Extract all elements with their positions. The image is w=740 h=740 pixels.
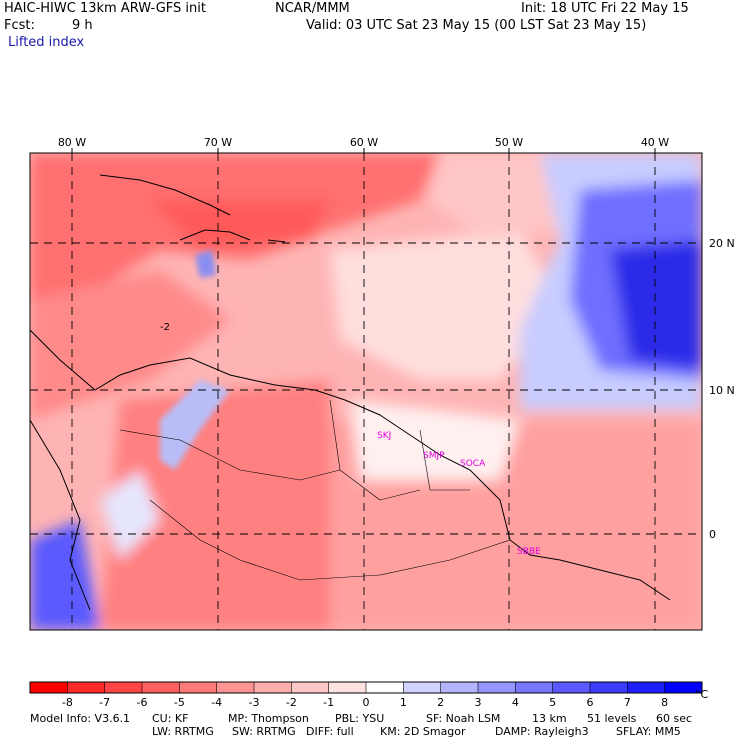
colorbar-swatch [216, 682, 255, 693]
map-frame [29, 152, 703, 631]
vertical-levels: 51 levels [587, 712, 637, 725]
colorbar-label: -7 [99, 696, 111, 709]
init-time: Init: 18 UTC Fri 22 May 15 [521, 1, 689, 16]
colorbar-swatch [104, 682, 143, 693]
colorbar-swatch [478, 682, 516, 693]
pacific-coast [30, 419, 91, 611]
antilles-strong-region [150, 200, 330, 250]
surface-scheme: SF: Noah LSM [426, 712, 501, 725]
contour-label: -2 [160, 322, 170, 333]
colombia-sea-region [30, 270, 230, 420]
valid-time: Valid: 03 UTC Sat 23 May 15 (00 LST Sat … [306, 18, 647, 33]
colorbar-swatch [30, 682, 68, 693]
colorbar-label: 3 [474, 696, 482, 709]
model-info: Model Info: V3.6.1 [30, 712, 131, 725]
northern-light-region [430, 153, 560, 240]
colorbar-swatch [440, 682, 479, 693]
colorbar [29, 681, 703, 694]
colorbar-swatch [366, 682, 404, 693]
lat-label: 10 N [709, 384, 735, 397]
coastlines [30, 174, 671, 611]
lat-label: 20 N [709, 237, 735, 250]
colorbar-swatch [67, 682, 106, 693]
resolution: 13 km [532, 712, 567, 725]
colorbar-label: -2 [285, 696, 297, 709]
colorbar-swatch [664, 682, 703, 693]
lon-label: 60 W [350, 136, 378, 149]
colorbar-swatch [590, 682, 628, 693]
colorbar-swatch [254, 682, 292, 693]
longitude-ticks [71, 148, 656, 153]
latitude-labels: 20 N 10 N 0 [709, 237, 735, 541]
graticule [30, 153, 702, 630]
colorbar-label: 2 [437, 696, 445, 709]
time-step: 60 sec [656, 712, 693, 725]
longitude-labels: 80 W 70 W 60 W 50 W 40 W [58, 136, 669, 149]
microphysics-scheme: MP: Thompson [228, 712, 309, 725]
colorbar-label: 4 [511, 696, 519, 709]
lat-label: 0 [709, 528, 716, 541]
model-title: HAIC-HIWC 13km ARW-GFS init [4, 1, 206, 16]
diffusion-option: DIFF: full [306, 725, 354, 738]
colorbar-label: 8 [661, 696, 669, 709]
colorbar-label: 5 [549, 696, 557, 709]
station-label-smjp: SMJP [423, 451, 445, 461]
pacific-stable-region [30, 520, 100, 630]
lon-label: 50 W [495, 136, 523, 149]
atlantic-light-band [330, 230, 560, 380]
field-name: Lifted index [8, 35, 85, 50]
surface-layer-scheme: SFLAY: MM5 [616, 725, 681, 738]
colorbar-swatch [627, 682, 666, 693]
colorbar-label: -3 [248, 696, 260, 709]
colorbar-unit: °C [695, 688, 709, 701]
km-option: KM: 2D Smagor [380, 725, 466, 738]
colorbar-swatch [552, 682, 591, 693]
colorbar-label: 6 [586, 696, 594, 709]
station-label-skj: SKJ [377, 431, 391, 441]
hispaniola-coast [179, 229, 251, 241]
colorbar-swatch [142, 682, 180, 693]
colorbar-label: 0 [362, 696, 370, 709]
station-labels: SKJ SMJP SOCA SBBE [377, 431, 541, 557]
shortwave-scheme: SW: RRTMG [232, 725, 296, 738]
forecast-label: Fcst: [4, 18, 35, 33]
lon-label: 40 W [641, 136, 669, 149]
longwave-scheme: LW: RRTMG [152, 725, 214, 738]
colorbar-label: -4 [211, 696, 223, 709]
colorbar-label: -5 [173, 696, 185, 709]
puerto-rico-coast [267, 239, 286, 243]
borders [119, 399, 511, 581]
andes-stable-strip [160, 380, 230, 470]
amazon-west-region [100, 380, 330, 630]
damping-option: DAMP: Rayleigh3 [495, 725, 589, 738]
colorbar-label: 1 [399, 696, 407, 709]
station-label-soca: SOCA [460, 459, 486, 469]
cuba-coast [99, 174, 231, 216]
colorbar-swatch [403, 682, 442, 693]
colorbar-swatch [328, 682, 367, 693]
lon-label: 70 W [204, 136, 232, 149]
andes-light-region [100, 470, 160, 560]
station-label-sbbe: SBBE [517, 547, 541, 557]
colorbar-swatch [291, 682, 330, 693]
colorbar-label: 7 [623, 696, 631, 709]
colorbar-swatch [179, 682, 218, 693]
cumulus-scheme: CU: KF [152, 712, 189, 725]
pbl-scheme: PBL: YSU [335, 712, 385, 725]
color-field: -2 SKJ SMJP SOCA SBBE [30, 153, 702, 630]
hispaniola-stable-spot [195, 250, 216, 278]
colorbar-label: -1 [323, 696, 335, 709]
guiana-light-region [350, 400, 520, 480]
stable-strong-core [610, 240, 702, 370]
south-america-coast [30, 329, 671, 601]
colorbar-swatch [515, 682, 554, 693]
colorbar-label: -8 [61, 696, 73, 709]
organization: NCAR/MMM [275, 1, 350, 16]
forecast-hour: 9 h [72, 18, 93, 33]
lon-label: 80 W [58, 136, 86, 149]
colorbar-label: -6 [136, 696, 148, 709]
